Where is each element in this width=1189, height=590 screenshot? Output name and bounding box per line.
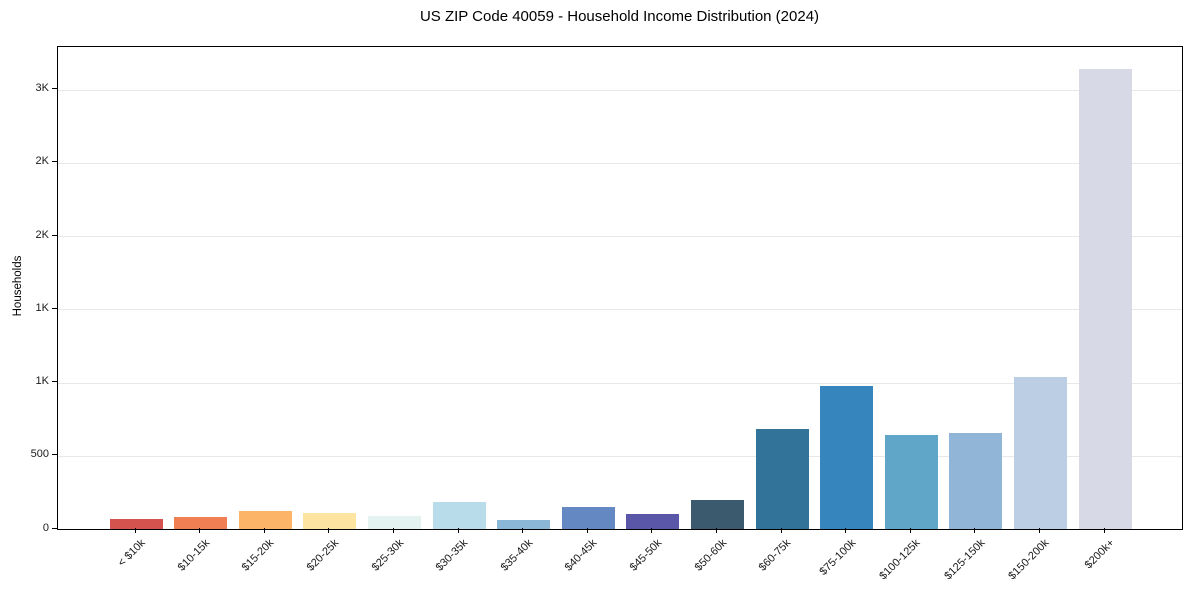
- bar: [367, 516, 421, 529]
- x-tick-mark: [780, 528, 782, 533]
- bar: [497, 520, 551, 529]
- bar: [1078, 69, 1132, 529]
- x-tick-label: $125-150k: [942, 537, 988, 583]
- x-tick-label: $40-45k: [563, 537, 600, 574]
- y-tick-mark: [52, 307, 57, 309]
- x-tick-label: $75-100k: [817, 537, 859, 578]
- x-tick-mark: [328, 528, 330, 533]
- bar: [109, 519, 163, 529]
- gridline: [58, 455, 1182, 457]
- bar: [561, 506, 615, 529]
- bar: [820, 386, 874, 529]
- bar: [1013, 376, 1067, 529]
- x-tick-label: $45-50k: [627, 537, 665, 574]
- gridline: [58, 162, 1182, 164]
- x-tick-mark: [457, 528, 459, 533]
- gridline: [58, 382, 1182, 384]
- y-tick-mark: [52, 381, 57, 383]
- y-tick-mark: [52, 161, 57, 163]
- x-tick-label: $50-60k: [692, 537, 729, 574]
- x-tick-label: < $10k: [115, 537, 148, 570]
- x-tick-mark: [909, 528, 911, 533]
- x-tick-label: $200k+: [1082, 537, 1117, 572]
- bar: [238, 511, 292, 529]
- x-tick-mark: [199, 528, 201, 533]
- plot-area: [57, 46, 1183, 530]
- y-tick-mark: [52, 454, 57, 456]
- x-tick-mark: [134, 528, 136, 533]
- y-tick-label: 2K: [35, 155, 49, 168]
- x-tick-label: $60-75k: [756, 537, 794, 574]
- bar: [690, 500, 744, 529]
- gridline: [58, 236, 1182, 237]
- x-tick-label: $100-125k: [877, 537, 923, 583]
- x-tick-mark: [522, 528, 524, 533]
- bar: [884, 435, 938, 529]
- bar: [432, 501, 486, 529]
- y-tick-mark: [52, 234, 57, 236]
- bar: [174, 517, 228, 529]
- x-tick-mark: [651, 528, 653, 533]
- x-tick-label: $10-15k: [175, 537, 213, 574]
- x-tick-mark: [263, 528, 265, 533]
- y-tick-mark: [52, 88, 57, 90]
- x-tick-label: $15-20k: [240, 537, 277, 574]
- x-tick-label: $25-30k: [369, 537, 406, 574]
- y-tick-label: 1K: [35, 301, 49, 314]
- x-tick-mark: [392, 528, 395, 533]
- x-tick-mark: [1103, 528, 1105, 533]
- x-tick-label: $35-40k: [498, 537, 536, 574]
- x-tick-mark: [715, 528, 718, 533]
- gridline: [58, 309, 1182, 311]
- y-tick-label: 500: [30, 448, 49, 461]
- y-tick-label: 3K: [35, 82, 49, 94]
- x-tick-mark: [974, 528, 976, 533]
- gridline: [58, 89, 1182, 91]
- x-tick-label: $150-200k: [1006, 537, 1052, 583]
- y-axis-label: Households: [12, 255, 24, 317]
- bar: [626, 513, 680, 529]
- bar: [303, 512, 357, 529]
- bar: [755, 429, 809, 529]
- x-tick-label: $30-35k: [433, 537, 471, 574]
- x-tick-mark: [1038, 528, 1041, 533]
- y-tick-label: 1K: [35, 375, 49, 387]
- x-tick-label: $20-25k: [304, 537, 342, 574]
- y-tick-label: 2K: [35, 228, 49, 241]
- chart-title: US ZIP Code 40059 - Household Income Dis…: [419, 8, 820, 25]
- x-tick-mark: [845, 528, 847, 533]
- bar: [949, 432, 1003, 529]
- y-tick-mark: [52, 527, 57, 529]
- y-tick-label: 0: [42, 521, 49, 534]
- x-tick-mark: [586, 528, 588, 533]
